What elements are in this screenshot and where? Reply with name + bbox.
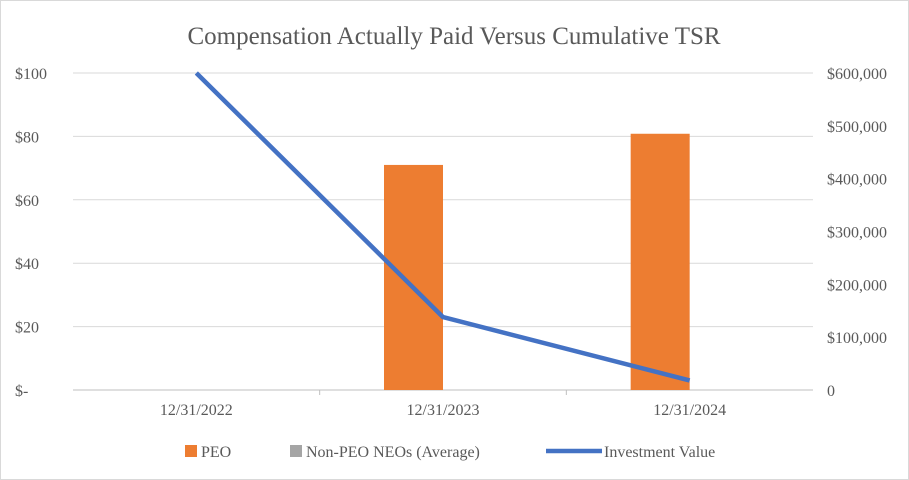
left-tick-label: $80 [15, 129, 39, 146]
bar-peo [384, 164, 443, 390]
left-tick-label: $40 [15, 256, 39, 273]
legend-swatch [290, 445, 302, 457]
legend-label: Investment Value [604, 444, 715, 461]
left-tick-label: $20 [15, 320, 39, 337]
right-tick-label: $300,000 [827, 225, 887, 242]
x-tick-label: 12/31/2024 [653, 402, 726, 419]
right-tick-label: $500,000 [827, 119, 887, 136]
right-tick-label: $200,000 [827, 277, 887, 294]
legend-swatch [185, 445, 197, 457]
right-tick-label: $600,000 [827, 66, 887, 83]
right-tick-label: $100,000 [827, 330, 887, 347]
left-tick-label: $- [15, 383, 28, 400]
x-tick-label: 12/31/2023 [407, 402, 480, 419]
bar-peo [630, 133, 690, 390]
chart-title: Compensation Actually Paid Versus Cumula… [187, 23, 720, 50]
right-tick-label: $400,000 [827, 172, 887, 189]
left-tick-label: $60 [15, 193, 39, 210]
left-tick-label: $100 [15, 66, 47, 83]
legend-label: Non-PEO NEOs (Average) [306, 444, 480, 461]
right-tick-label: 0 [827, 383, 835, 400]
legend-label: PEO [201, 444, 231, 461]
x-tick-label: 12/31/2022 [160, 402, 233, 419]
